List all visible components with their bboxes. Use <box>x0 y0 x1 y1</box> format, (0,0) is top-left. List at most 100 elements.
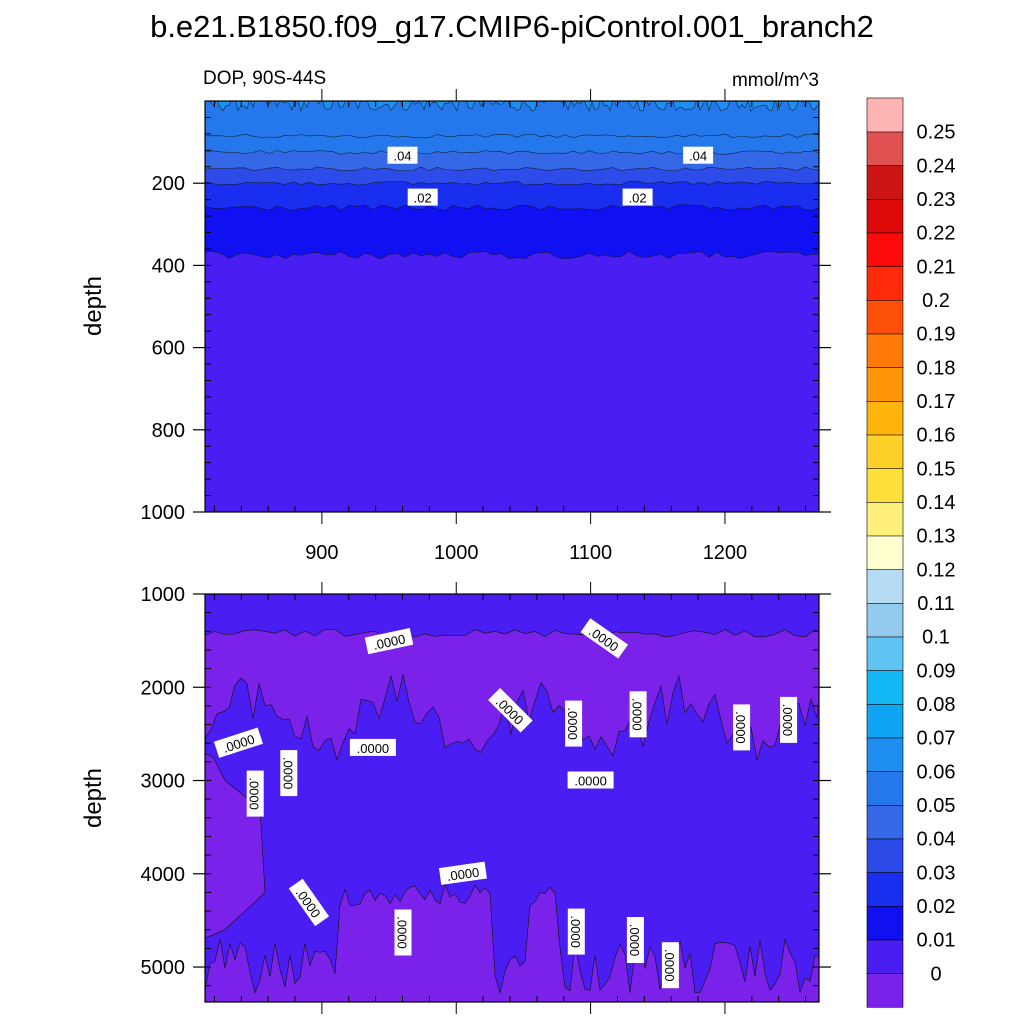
colorbar-level-label: 0.17 <box>917 391 956 413</box>
bottom-contour-label-bg <box>567 908 585 955</box>
colorbar-swatch <box>866 468 904 503</box>
bottom-contour-fill <box>205 594 819 1002</box>
top-y-tick-label: 400 <box>152 255 185 277</box>
colorbar-level-label: 0.2 <box>922 290 950 312</box>
top-x-tick-label: 1000 <box>434 542 479 564</box>
bottom-contour-label: .0000 <box>567 908 585 955</box>
bottom-y-tick-label: 3000 <box>141 771 186 793</box>
colorbar-level-label: 0 <box>930 963 941 985</box>
bottom-contour-label: .0000 <box>567 771 614 789</box>
bottom-contour-label-text: .0000 <box>630 698 645 731</box>
colorbar-level-label: 0.16 <box>917 425 956 447</box>
colorbar: 0 0.01 0.02 0.03 0.04 0.05 0.06 0.07 0.08 0.09 0.1… <box>866 97 956 1008</box>
bottom-contour-label: .0000 <box>629 691 647 738</box>
bottom-contour-line-upper <box>205 628 819 638</box>
colorbar-swatch <box>866 670 904 705</box>
top-contour-fill <box>205 101 819 512</box>
top-contour-line-0.05 <box>205 133 819 139</box>
top-axis-ticks: 200 400 600 800 1000 900 1000 1100 1200 <box>141 89 831 564</box>
colorbar-level-label: 0.1 <box>922 627 950 649</box>
bottom-contour-label: .0000 <box>661 942 679 989</box>
top-y-tick-label: 600 <box>152 338 185 360</box>
colorbar-level-label: 0.01 <box>917 930 956 952</box>
bottom-contour-label-text: .0000 <box>662 949 677 982</box>
colorbar-level-label: 0.05 <box>917 795 956 817</box>
bottom-contour-label-bg <box>626 917 644 963</box>
top-contour-label-bg <box>387 146 418 164</box>
top-contour-label: .02 <box>622 188 653 206</box>
colorbar-swatch <box>866 602 904 638</box>
bottom-contour-label-bg <box>567 771 614 789</box>
colorbar-level-label: 0.18 <box>917 357 956 379</box>
bottom-y-tick-label: 5000 <box>141 957 186 979</box>
bottom-negative-band-upper <box>205 629 819 760</box>
colorbar-level-label: 0.15 <box>917 458 956 480</box>
colorbar-swatch <box>866 636 904 671</box>
bottom-contour-label: .0000 <box>780 696 798 743</box>
top-contour-label: .04 <box>683 146 714 164</box>
top-contour-line-0 <box>205 250 819 260</box>
top-y-tick-label: 200 <box>152 173 185 195</box>
bottom-contour-label-text: .0000 <box>357 741 390 756</box>
bottom-contour-label-bg <box>364 628 414 655</box>
colorbar-level-label: 0.21 <box>917 256 956 278</box>
colorbar-swatch <box>866 299 904 335</box>
bottom-contour-label: .0000 <box>733 704 751 751</box>
bottom-contour-label: .0000 <box>626 917 644 963</box>
bottom-contour-label: .0000 <box>438 861 487 885</box>
top-panel-variable-label: DOP, 90S-44S <box>203 68 326 89</box>
colorbar-level-label: 0.25 <box>917 122 956 144</box>
bottom-contour-label-bg <box>349 738 396 756</box>
bottom-contour-label-bg <box>488 687 533 733</box>
top-contour-label-bg <box>683 146 714 164</box>
top-y-axis-label: depth <box>80 276 107 336</box>
colorbar-swatch <box>866 905 904 941</box>
bottom-contour-label: .0000 <box>565 700 583 747</box>
colorbar-swatch <box>866 804 904 840</box>
top-plot-frame <box>204 100 820 513</box>
bottom-contour-label-text: .0000 <box>372 631 407 652</box>
colorbar-swatch <box>866 939 904 974</box>
bottom-y-tick-label: 2000 <box>141 677 186 699</box>
top-x-tick-label: 900 <box>305 542 338 564</box>
colorbar-level-label: 0.23 <box>917 189 956 211</box>
colorbar-swatch <box>866 367 904 402</box>
bottom-contour-label-text: .0000 <box>565 707 580 740</box>
top-contour-line-0.03 <box>205 166 819 172</box>
colorbar-level-label: 0.11 <box>917 593 954 615</box>
colorbar-level-label: 0.03 <box>917 862 956 884</box>
colorbar-swatch <box>866 838 904 873</box>
bottom-contour-label: .0000 <box>364 628 414 655</box>
colorbar-level-label: 0.06 <box>917 761 956 783</box>
colorbar-swatch <box>866 535 904 570</box>
top-contour-line-0.01 <box>205 204 819 211</box>
colorbar-swatch <box>866 131 904 166</box>
bottom-contour-line-lower <box>205 883 819 995</box>
top-contour-line-0.02 <box>205 180 819 186</box>
colorbar-level-label: 0.13 <box>917 526 956 548</box>
bottom-contour-label-bg <box>438 861 487 885</box>
bottom-contour-label-text: .0000 <box>280 757 295 790</box>
colorbar-swatch <box>866 165 904 200</box>
colorbar-swatch <box>866 97 904 133</box>
top-panel-units-label: mmol/m^3 <box>732 70 819 91</box>
top-contour-line-0.04 <box>205 150 819 155</box>
bottom-contour-label: .0000 <box>394 909 412 956</box>
bottom-negative-patch-left <box>205 753 266 939</box>
bottom-contour-label-bg <box>213 727 263 758</box>
colorbar-swatch <box>866 703 904 739</box>
colorbar-swatch <box>866 333 904 368</box>
colorbar-level-label: 0.08 <box>917 694 956 716</box>
top-panel: DOP, 90S-44S mmol/m^3 .04 .04 .02 .02 200 40… <box>80 68 831 564</box>
bottom-contour-label: .0000 <box>280 750 298 797</box>
bottom-contour-label-text: .0000 <box>247 777 262 810</box>
colorbar-swatch <box>866 973 904 1008</box>
colorbar-level-label: 0.04 <box>917 829 956 851</box>
top-x-tick-label: 1100 <box>569 542 612 564</box>
colorbar-level-label: 0.24 <box>917 155 956 177</box>
bottom-contour-label-bg <box>733 704 751 751</box>
bottom-contour-label-bg <box>780 696 798 743</box>
top-contour-label-text: .04 <box>393 149 411 164</box>
colorbar-swatch <box>866 232 904 267</box>
